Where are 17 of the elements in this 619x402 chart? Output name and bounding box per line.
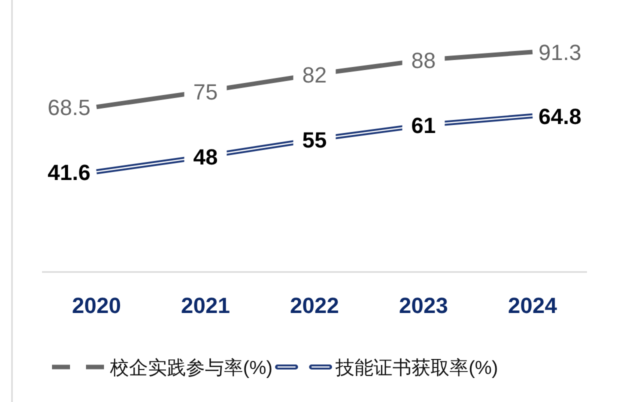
data-label: 41.6 <box>48 160 90 185</box>
x-tick-label: 2022 <box>290 293 339 318</box>
x-tick-label: 2020 <box>72 293 121 318</box>
data-label: 64.8 <box>538 104 582 129</box>
data-label: 82 <box>302 62 327 88</box>
x-tick-label: 2023 <box>399 293 448 318</box>
legend-label: 校企实践参与率(%) <box>109 357 273 379</box>
legend-label: 技能证书获取率(%) <box>334 357 498 379</box>
data-label: 75 <box>193 79 218 104</box>
data-label: 91.3 <box>538 40 582 65</box>
data-label: 61 <box>411 113 436 138</box>
x-tick-label: 2021 <box>181 293 230 318</box>
data-label: 48 <box>193 144 218 170</box>
x-tick-label: 2024 <box>508 293 558 318</box>
data-label: 68.5 <box>48 94 90 120</box>
data-label: 55 <box>302 127 327 152</box>
data-label: 88 <box>411 48 436 73</box>
